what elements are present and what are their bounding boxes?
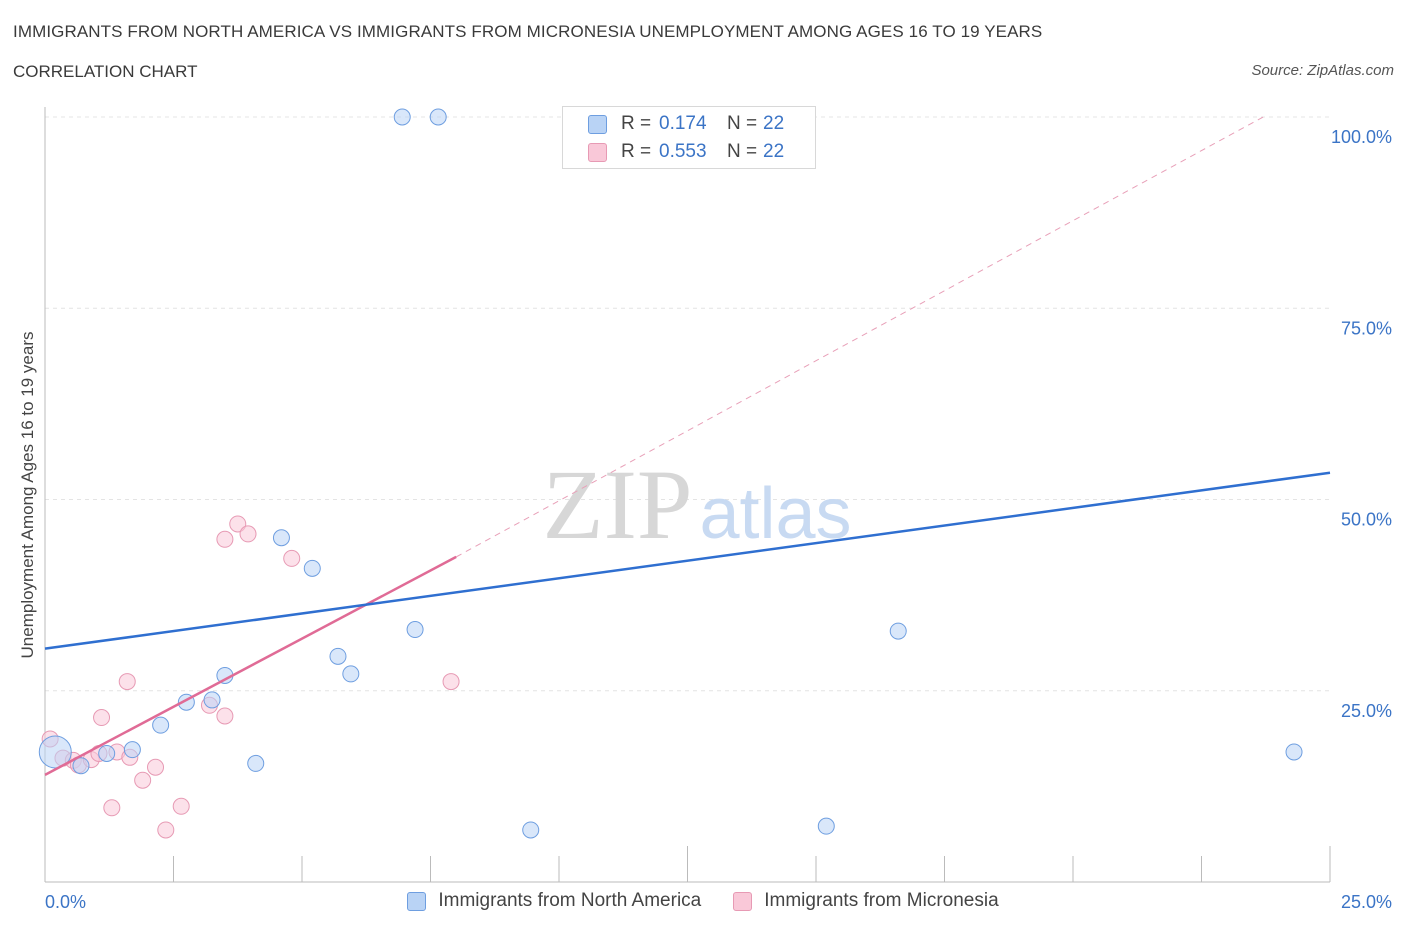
legend-r-label: R = [621,141,652,162]
legend-r-value: 0.553 [659,141,707,162]
series-legend: Immigrants from North America Immigrants… [0,890,1406,912]
data-point-micronesia [442,673,460,691]
legend-r-value: 0.174 [659,113,707,134]
data-point-micronesia [147,758,165,776]
data-point-north-america [393,108,411,126]
y-tick-label: 50.0% [1341,510,1392,530]
legend-item-north-america[interactable]: Immigrants from North America [407,890,701,912]
legend-n-value: 22 [763,113,785,134]
data-point-north-america [817,817,835,835]
legend-row-micronesia: R = 0.553 N = 22 [563,139,784,165]
data-point-north-america [123,741,141,759]
watermark-atlas: atlas [699,474,851,554]
data-point-micronesia [229,515,247,533]
data-point-north-america [303,559,321,577]
data-point-north-america [272,529,290,547]
data-point-north-america [1285,743,1303,761]
y-tick-label: 25.0% [1341,701,1392,721]
data-point-north-america [522,821,540,839]
legend-row-north-america: R = 0.174 N = 22 [563,111,784,137]
data-point-north-america [38,735,72,769]
legend-swatch-blue [407,891,427,911]
y-tick-label: 75.0% [1341,318,1392,338]
legend-swatch-pink [733,891,753,911]
data-point-micronesia [216,707,234,725]
data-point-north-america [203,691,221,709]
data-point-north-america [889,622,907,640]
legend-label-north-america: Immigrants from North America [438,890,702,911]
data-point-north-america [152,716,170,734]
chart-subtitle: CORRELATION CHART [13,62,198,81]
data-point-micronesia [172,797,190,815]
data-point-north-america [429,108,447,126]
data-point-micronesia [216,530,234,548]
data-point-micronesia [157,821,175,839]
trendline-north-america [44,471,1331,650]
data-point-micronesia [283,549,301,567]
data-point-north-america [98,744,116,762]
watermark-zip: ZIP [543,449,693,560]
data-point-north-america [72,757,90,775]
x-tick-label: 25.0% [1341,892,1392,912]
stats-legend: R = 0.174 N = 22 R = 0.553 N = 22 [562,106,816,169]
data-point-north-america [406,621,424,639]
data-point-north-america [247,754,265,772]
data-point-north-america [342,665,360,683]
legend-n-label: N = [727,113,758,134]
legend-r-label: R = [621,113,652,134]
legend-item-micronesia[interactable]: Immigrants from Micronesia [733,890,999,912]
trendline-micronesia [44,555,457,777]
x-tick-label: 0.0% [45,892,86,912]
data-point-micronesia [239,525,257,543]
y-tick-label: 100.0% [1331,127,1392,147]
legend-label-micronesia: Immigrants from Micronesia [764,890,999,911]
data-point-micronesia [118,673,136,691]
legend-swatch-blue [588,114,607,134]
legend-n-label: N = [727,141,758,162]
trendline-micronesia-extension [455,116,1264,558]
data-point-micronesia [134,771,152,789]
data-point-north-america [329,647,347,665]
data-point-micronesia [93,709,111,727]
legend-n-value: 22 [763,141,785,162]
data-point-micronesia [103,799,121,817]
source-label: Source: ZipAtlas.com [1251,62,1394,79]
chart-title: IMMIGRANTS FROM NORTH AMERICA VS IMMIGRA… [13,22,1043,41]
legend-swatch-pink [588,142,607,162]
